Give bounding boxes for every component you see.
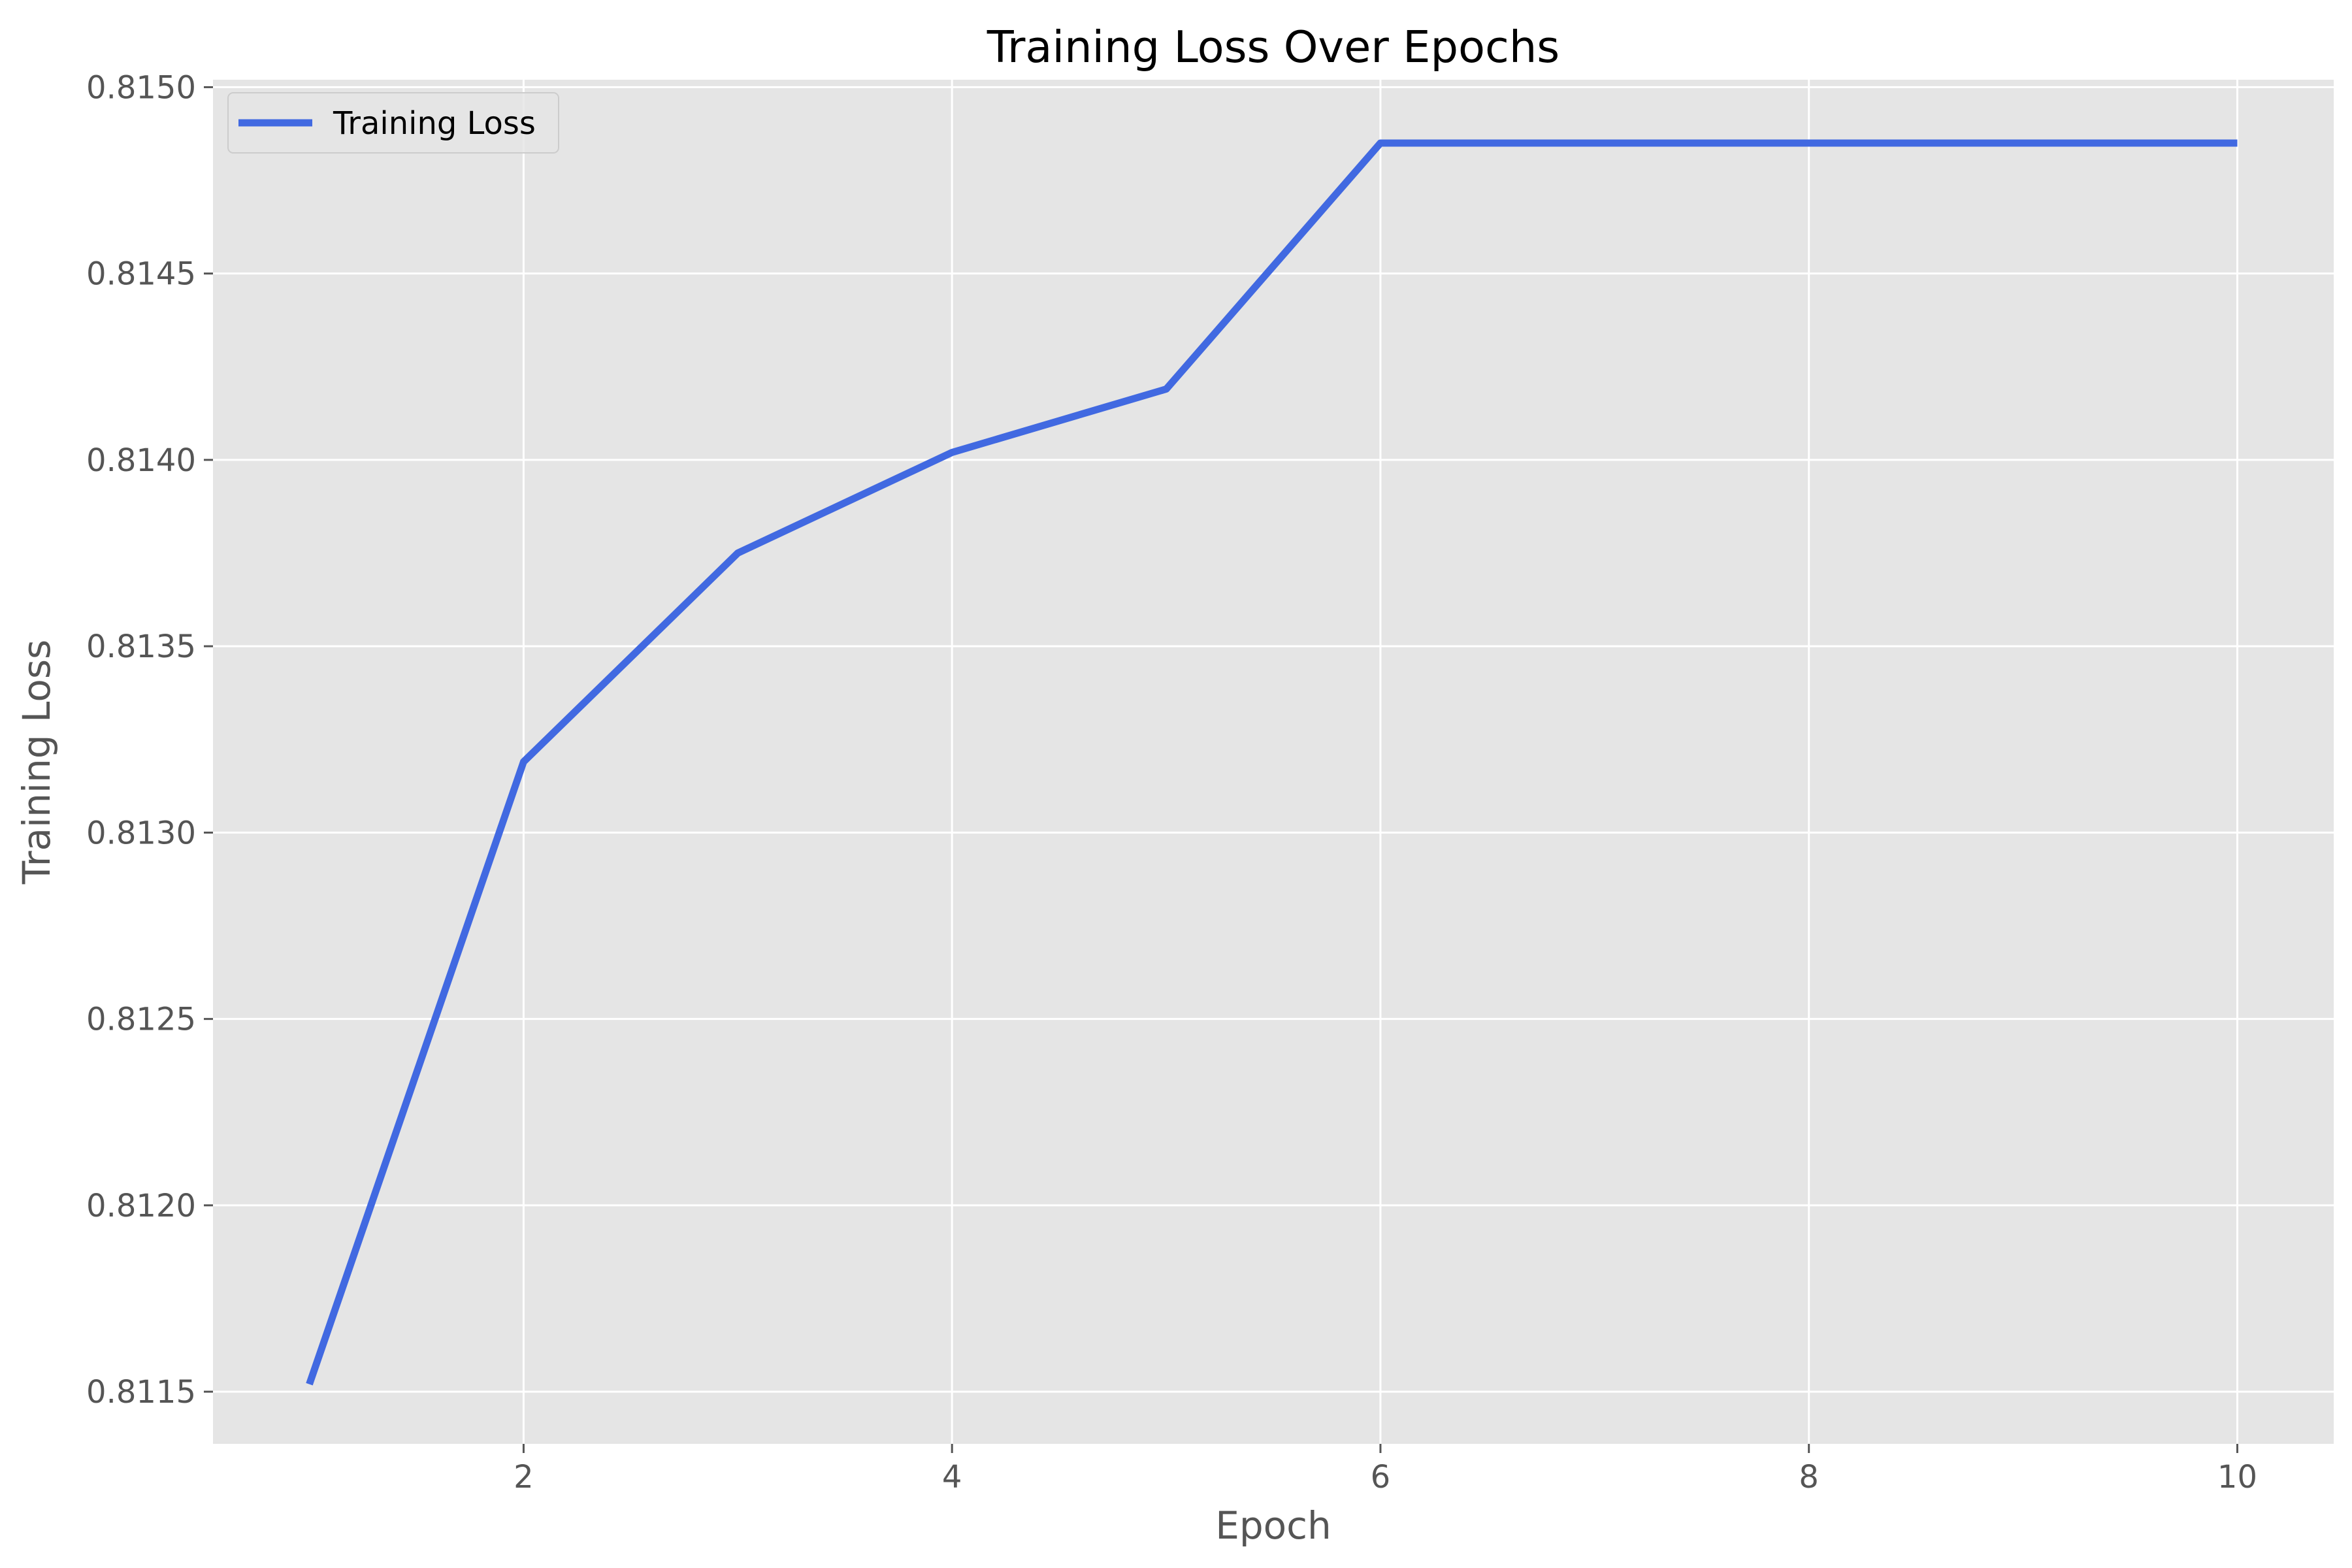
legend-label: Training Loss bbox=[333, 105, 536, 142]
y-tick-label: 0.8135 bbox=[86, 629, 196, 665]
x-axis-label: Epoch bbox=[1215, 1503, 1331, 1548]
y-tick-label: 0.8150 bbox=[86, 69, 196, 106]
chart-title: Training Loss Over Epochs bbox=[987, 22, 1560, 73]
x-tick-label: 6 bbox=[1371, 1459, 1391, 1495]
x-axis-ticks: 2 4 6 8 10 bbox=[514, 1444, 2257, 1495]
y-tick-label: 0.8120 bbox=[86, 1188, 196, 1224]
y-axis-label: Training Loss bbox=[14, 640, 59, 885]
x-tick-label: 8 bbox=[1799, 1459, 1819, 1495]
x-tick-label: 2 bbox=[514, 1459, 534, 1495]
y-axis-ticks: 0.8115 0.8120 0.8125 0.8130 0.8135 0.8140 0.81… bbox=[86, 69, 213, 1411]
y-tick-label: 0.8125 bbox=[86, 1002, 196, 1038]
legend: Training Loss bbox=[227, 92, 559, 154]
grid-lines bbox=[213, 80, 2334, 1444]
y-tick-label: 0.8115 bbox=[86, 1374, 196, 1411]
x-tick-label: 10 bbox=[2217, 1459, 2257, 1495]
y-tick-label: 0.8140 bbox=[86, 442, 196, 479]
legend-box bbox=[227, 92, 559, 154]
plot-area bbox=[213, 80, 2334, 1444]
x-tick-label: 4 bbox=[942, 1459, 962, 1495]
y-tick-label: 0.8145 bbox=[86, 256, 196, 293]
series-lines bbox=[306, 139, 2238, 1386]
y-tick-label: 0.8130 bbox=[86, 815, 196, 851]
series-line-training-loss bbox=[306, 139, 2238, 1386]
